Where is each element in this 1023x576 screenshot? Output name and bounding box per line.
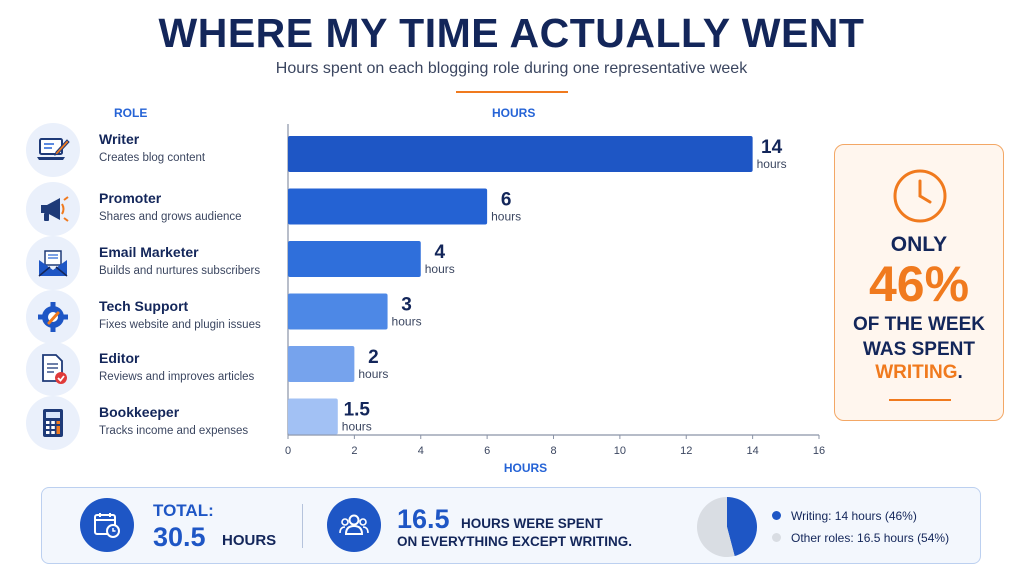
bar-chart: 14hours6hours4hours3hours2hours1.5hours0… xyxy=(285,124,825,475)
legend-label: Other roles: 16.5 hours (54%) xyxy=(791,531,950,545)
role-description: Builds and nurtures subscribers xyxy=(99,265,261,277)
bar-value-unit: hours xyxy=(491,210,521,224)
role-name: Tech Support xyxy=(99,298,189,314)
bar-value-unit: hours xyxy=(358,367,388,381)
callout-period: . xyxy=(957,362,963,383)
bar-promoter xyxy=(288,188,488,225)
role-name: Editor xyxy=(99,350,140,366)
bar-tech-support xyxy=(288,293,388,330)
other-hours-text: HOURS WERE SPENT xyxy=(461,516,603,531)
x-tick-label: 2 xyxy=(351,445,357,457)
summary-footer: TOTAL: 30.5 HOURS 16.5 HOURS WERE SPENT … xyxy=(41,487,981,564)
callout-card: ONLY 46% OF THE WEEK WAS SPENT WRITING. xyxy=(834,144,1004,421)
x-tick-label: 8 xyxy=(550,445,556,457)
callout-percent: 46% xyxy=(868,256,970,312)
role-name: Writer xyxy=(99,131,140,147)
total-unit: HOURS xyxy=(222,532,277,549)
people-icon xyxy=(327,498,381,552)
role-description: Reviews and improves articles xyxy=(99,371,255,383)
role-column-header: ROLE xyxy=(114,106,148,120)
role-description: Tracks income and expenses xyxy=(99,425,249,437)
total-label: TOTAL: xyxy=(153,501,214,520)
bar-value-label: 2 xyxy=(368,347,379,368)
hours-column-header: HOURS xyxy=(492,106,536,120)
legend-item-writing: Writing: 14 hours (46%) xyxy=(772,509,917,523)
x-tick-label: 0 xyxy=(285,445,291,457)
x-tick-label: 12 xyxy=(680,445,692,457)
role-description: Creates blog content xyxy=(99,152,206,164)
laptop-pen-icon xyxy=(26,123,80,177)
page-subtitle: Hours spent on each blogging role during… xyxy=(275,60,748,77)
callout-line-week: OF THE WEEK xyxy=(853,314,985,335)
callout-only: ONLY xyxy=(890,233,948,256)
x-tick-label: 4 xyxy=(418,445,424,457)
x-axis-title: HOURS xyxy=(504,461,547,475)
role-row-bookkeeper: Bookkeeper Tracks income and expenses xyxy=(26,396,276,450)
bar-value-unit: hours xyxy=(757,157,787,171)
title-divider xyxy=(456,91,568,93)
calendar-clock-icon xyxy=(80,498,134,552)
callout-line-spent: WAS SPENT xyxy=(863,339,975,360)
bar-value-label: 1.5 xyxy=(344,400,371,421)
bar-email-marketer xyxy=(288,241,421,277)
x-tick-label: 6 xyxy=(484,445,490,457)
x-tick-label: 14 xyxy=(747,445,759,457)
callout-highlight: WRITING xyxy=(875,362,958,383)
x-tick-label: 16 xyxy=(813,445,825,457)
megaphone-icon xyxy=(26,182,80,236)
pie-slice-other-roles xyxy=(697,497,735,557)
role-name: Email Marketer xyxy=(99,244,199,260)
footer-divider xyxy=(302,504,303,548)
role-row-editor: Editor Reviews and improves articles xyxy=(26,342,276,396)
bar-bookkeeper xyxy=(288,398,338,435)
role-row-tech-support: Tech Support Fixes website and plugin is… xyxy=(26,290,276,344)
x-tick-label: 10 xyxy=(614,445,626,457)
legend-swatch xyxy=(772,533,781,542)
pie-slice-writing xyxy=(727,497,757,557)
role-row-promoter: Promoter Shares and grows audience xyxy=(26,182,276,236)
callout-text: OF THE WEEK WAS SPENT xyxy=(835,312,1003,362)
role-description: Shares and grows audience xyxy=(99,211,242,223)
legend-label: Writing: 14 hours (46%) xyxy=(791,509,917,523)
bar-value-unit: hours xyxy=(425,262,455,276)
bar-value-label: 4 xyxy=(434,242,445,263)
other-hours-text-2: ON EVERYTHING EXCEPT WRITING. xyxy=(397,534,633,549)
other-hours-value: 16.5 xyxy=(397,504,450,534)
calculator-icon xyxy=(26,396,80,450)
bar-value-label: 14 xyxy=(761,137,783,158)
role-name: Promoter xyxy=(99,190,162,206)
clock-icon xyxy=(891,167,949,230)
bar-editor xyxy=(288,346,355,382)
role-row-email-marketer: Email Marketer Builds and nurtures subsc… xyxy=(26,236,276,290)
envelope-icon xyxy=(26,236,80,290)
total-value: 30.5 xyxy=(153,522,206,552)
pie-chart xyxy=(697,497,757,557)
document-check-icon xyxy=(26,342,80,396)
bar-value-unit: hours xyxy=(342,420,372,434)
bar-value-label: 3 xyxy=(401,295,412,316)
callout-highlight-line: WRITING. xyxy=(835,362,1003,384)
gear-wrench-icon xyxy=(26,290,80,344)
callout-divider xyxy=(889,399,951,401)
bar-value-unit: hours xyxy=(392,315,422,329)
bar-writer xyxy=(288,136,753,172)
page-title: WHERE MY TIME ACTUALLY WENT xyxy=(158,10,865,56)
role-name: Bookkeeper xyxy=(99,404,180,420)
role-row-writer: Writer Creates blog content xyxy=(26,123,276,177)
role-description: Fixes website and plugin issues xyxy=(99,319,261,331)
bar-value-label: 6 xyxy=(501,190,512,211)
legend-swatch xyxy=(772,511,781,520)
legend-item-other: Other roles: 16.5 hours (54%) xyxy=(772,531,949,545)
